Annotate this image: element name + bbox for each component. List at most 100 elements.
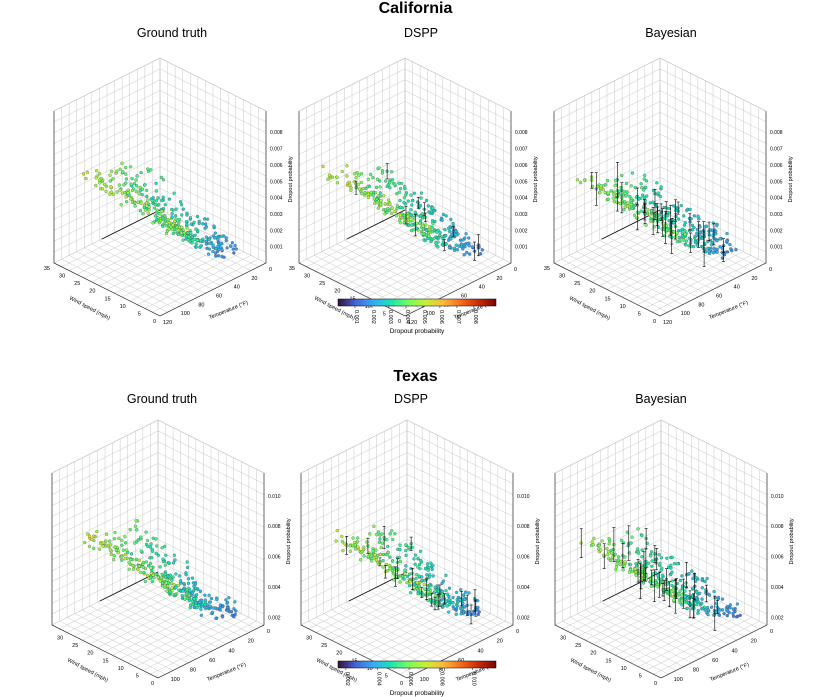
data-point xyxy=(447,594,451,599)
data-point xyxy=(154,537,158,541)
z-tick-label: 0.006 xyxy=(270,163,283,169)
data-point xyxy=(187,235,191,239)
data-point xyxy=(192,597,196,601)
error-bars xyxy=(579,525,719,631)
data-point xyxy=(227,596,231,600)
z-tick-label: 0.004 xyxy=(515,196,528,202)
data-point xyxy=(180,594,184,598)
data-point xyxy=(387,180,392,185)
z-tick-label: 0.006 xyxy=(517,555,530,561)
data-point xyxy=(393,182,397,186)
data-point xyxy=(397,555,402,560)
data-point xyxy=(147,208,151,212)
data-point xyxy=(176,583,180,588)
data-point xyxy=(650,559,654,563)
data-point xyxy=(441,579,445,583)
x-tick-label: 40 xyxy=(234,285,240,291)
data-point xyxy=(205,217,210,221)
data-point xyxy=(610,555,615,559)
data-point xyxy=(424,198,429,203)
data-point xyxy=(421,224,425,228)
y-tick-label: 30 xyxy=(306,636,312,642)
data-point xyxy=(150,579,154,584)
data-point xyxy=(402,577,406,581)
data-point xyxy=(407,583,412,588)
data-point xyxy=(711,251,716,255)
data-point xyxy=(158,565,162,569)
z-tick-label: 0.004 xyxy=(268,585,281,591)
data-point xyxy=(656,191,660,195)
y-tick-label: 10 xyxy=(365,304,371,310)
data-point xyxy=(341,549,345,553)
data-point xyxy=(590,184,595,189)
data-point xyxy=(201,222,205,226)
data-point xyxy=(116,551,120,555)
data-point xyxy=(404,191,409,195)
data-point xyxy=(626,201,630,205)
z-tick-label: 0.008 xyxy=(515,130,528,136)
data-point xyxy=(734,248,738,252)
data-point xyxy=(398,186,403,191)
y-tick-label: 0 xyxy=(400,681,403,687)
data-point xyxy=(207,237,211,242)
data-point xyxy=(193,582,198,586)
data-point xyxy=(404,543,408,547)
data-point xyxy=(352,180,357,184)
data-point xyxy=(606,191,610,195)
y-tick-label: 25 xyxy=(575,643,581,649)
data-point xyxy=(189,222,194,226)
data-point xyxy=(139,535,143,539)
data-point xyxy=(467,244,471,248)
z-tick-label: 0.002 xyxy=(268,615,281,621)
data-point xyxy=(203,593,207,597)
data-point xyxy=(420,575,424,579)
z-tick-label: 0.003 xyxy=(515,212,528,218)
x-tick-label: 20 xyxy=(751,639,757,645)
data-point xyxy=(633,203,637,207)
data-point xyxy=(454,233,458,237)
data-point xyxy=(345,174,349,178)
data-point xyxy=(715,239,719,243)
y-tick-label: 20 xyxy=(87,651,93,657)
data-point xyxy=(433,589,437,593)
data-point xyxy=(113,545,117,550)
data-point xyxy=(427,587,431,591)
data-point xyxy=(391,571,396,576)
data-point xyxy=(712,589,716,594)
data-point xyxy=(173,592,177,597)
data-point xyxy=(398,559,403,564)
data-point xyxy=(185,565,190,570)
data-point xyxy=(340,534,344,539)
data-point xyxy=(174,572,178,576)
data-point xyxy=(670,555,674,560)
y-tick-label: 30 xyxy=(559,274,565,280)
y-tick-label: 5 xyxy=(385,673,388,679)
data-point xyxy=(632,213,637,217)
data-point xyxy=(425,594,429,598)
data-point xyxy=(718,237,722,241)
data-point xyxy=(142,203,147,207)
z-tick-label: 0.002 xyxy=(771,615,784,621)
data-point xyxy=(375,200,379,205)
data-point xyxy=(144,201,149,205)
data-point xyxy=(174,217,178,221)
data-point xyxy=(463,236,467,240)
data-point xyxy=(199,613,204,617)
data-point xyxy=(694,576,699,580)
data-point xyxy=(366,195,371,200)
data-point xyxy=(697,591,702,596)
data-point xyxy=(129,552,134,556)
data-point xyxy=(634,573,638,578)
data-point xyxy=(127,567,131,571)
data-point xyxy=(366,177,371,181)
panel-title-tx-ground-truth: Ground truth xyxy=(126,392,198,406)
data-point xyxy=(203,222,208,226)
data-point xyxy=(212,224,216,228)
data-point xyxy=(392,578,396,582)
data-point xyxy=(161,195,165,199)
data-point xyxy=(715,250,719,254)
data-point xyxy=(150,555,154,560)
data-point xyxy=(385,184,389,188)
data-point xyxy=(395,206,399,211)
data-point xyxy=(641,576,645,581)
